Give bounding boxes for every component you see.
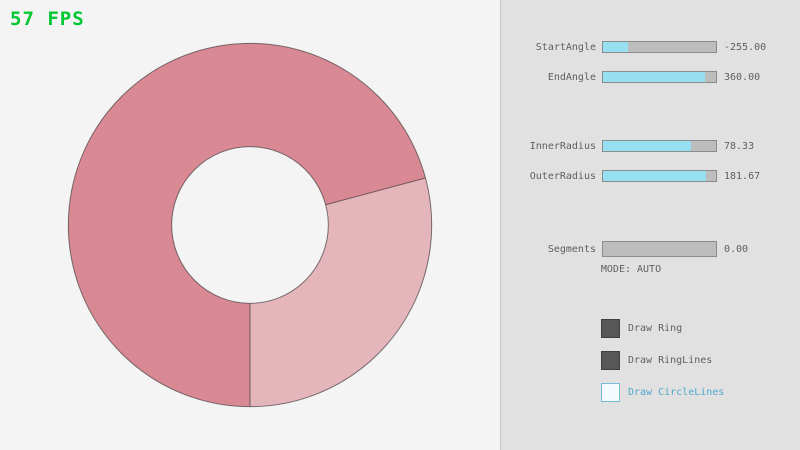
draw-ring-checkbox[interactable] [601, 318, 620, 338]
startangle-slider[interactable] [602, 41, 717, 53]
segments-value: 0.00 [724, 243, 749, 255]
ring-chart [67, 42, 433, 408]
endangle-label: EndAngle [547, 71, 596, 83]
segments-slider[interactable] [602, 241, 717, 257]
startangle-label: StartAngle [535, 41, 596, 53]
control-panel: StartAngle -255.00 EndAngle 360.00 Inner… [500, 0, 800, 450]
endangle-slider-fill [603, 72, 705, 82]
render-canvas: 57 FPS [10, 8, 433, 408]
draw-ringlines-row: Draw RingLines [601, 350, 712, 370]
outerradius-value: 181.67 [724, 170, 761, 182]
innerradius-slider[interactable] [602, 140, 717, 152]
innerradius-slider-fill [603, 141, 692, 151]
draw-circlelines-row: Draw CircleLines [601, 382, 724, 402]
ring-inner-hole [171, 146, 329, 304]
endangle-value: 360.00 [724, 71, 761, 83]
draw-ringlines-checkbox[interactable] [601, 350, 620, 370]
innerradius-value: 78.33 [724, 140, 755, 152]
draw-ring-label: Draw Ring [628, 322, 683, 334]
fps-counter: 57 FPS [10, 8, 85, 30]
startangle-slider-fill [603, 42, 628, 52]
draw-circlelines-label: Draw CircleLines [628, 386, 725, 398]
slider-row-startangle: StartAngle -255.00 [501, 40, 800, 54]
startangle-value: -255.00 [724, 41, 767, 53]
ring-radial-line-start [325, 177, 426, 206]
endangle-slider[interactable] [602, 71, 717, 83]
draw-circlelines-checkbox[interactable] [601, 382, 620, 402]
segments-mode-text: MODE: AUTO [600, 264, 662, 275]
slider-row-innerradius: InnerRadius 78.33 [501, 139, 800, 153]
outerradius-slider-fill [603, 171, 706, 181]
innerradius-label: InnerRadius [529, 140, 596, 152]
slider-row-outerradius: OuterRadius 181.67 [501, 169, 800, 183]
segments-label: Segments [547, 243, 596, 255]
draw-ringlines-label: Draw RingLines [628, 354, 713, 366]
draw-ring-row: Draw Ring [601, 318, 682, 338]
outerradius-label: OuterRadius [529, 170, 596, 182]
slider-row-segments: Segments 0.00 [501, 240, 800, 258]
slider-row-endangle: EndAngle 360.00 [501, 70, 800, 84]
outerradius-slider[interactable] [602, 170, 717, 182]
